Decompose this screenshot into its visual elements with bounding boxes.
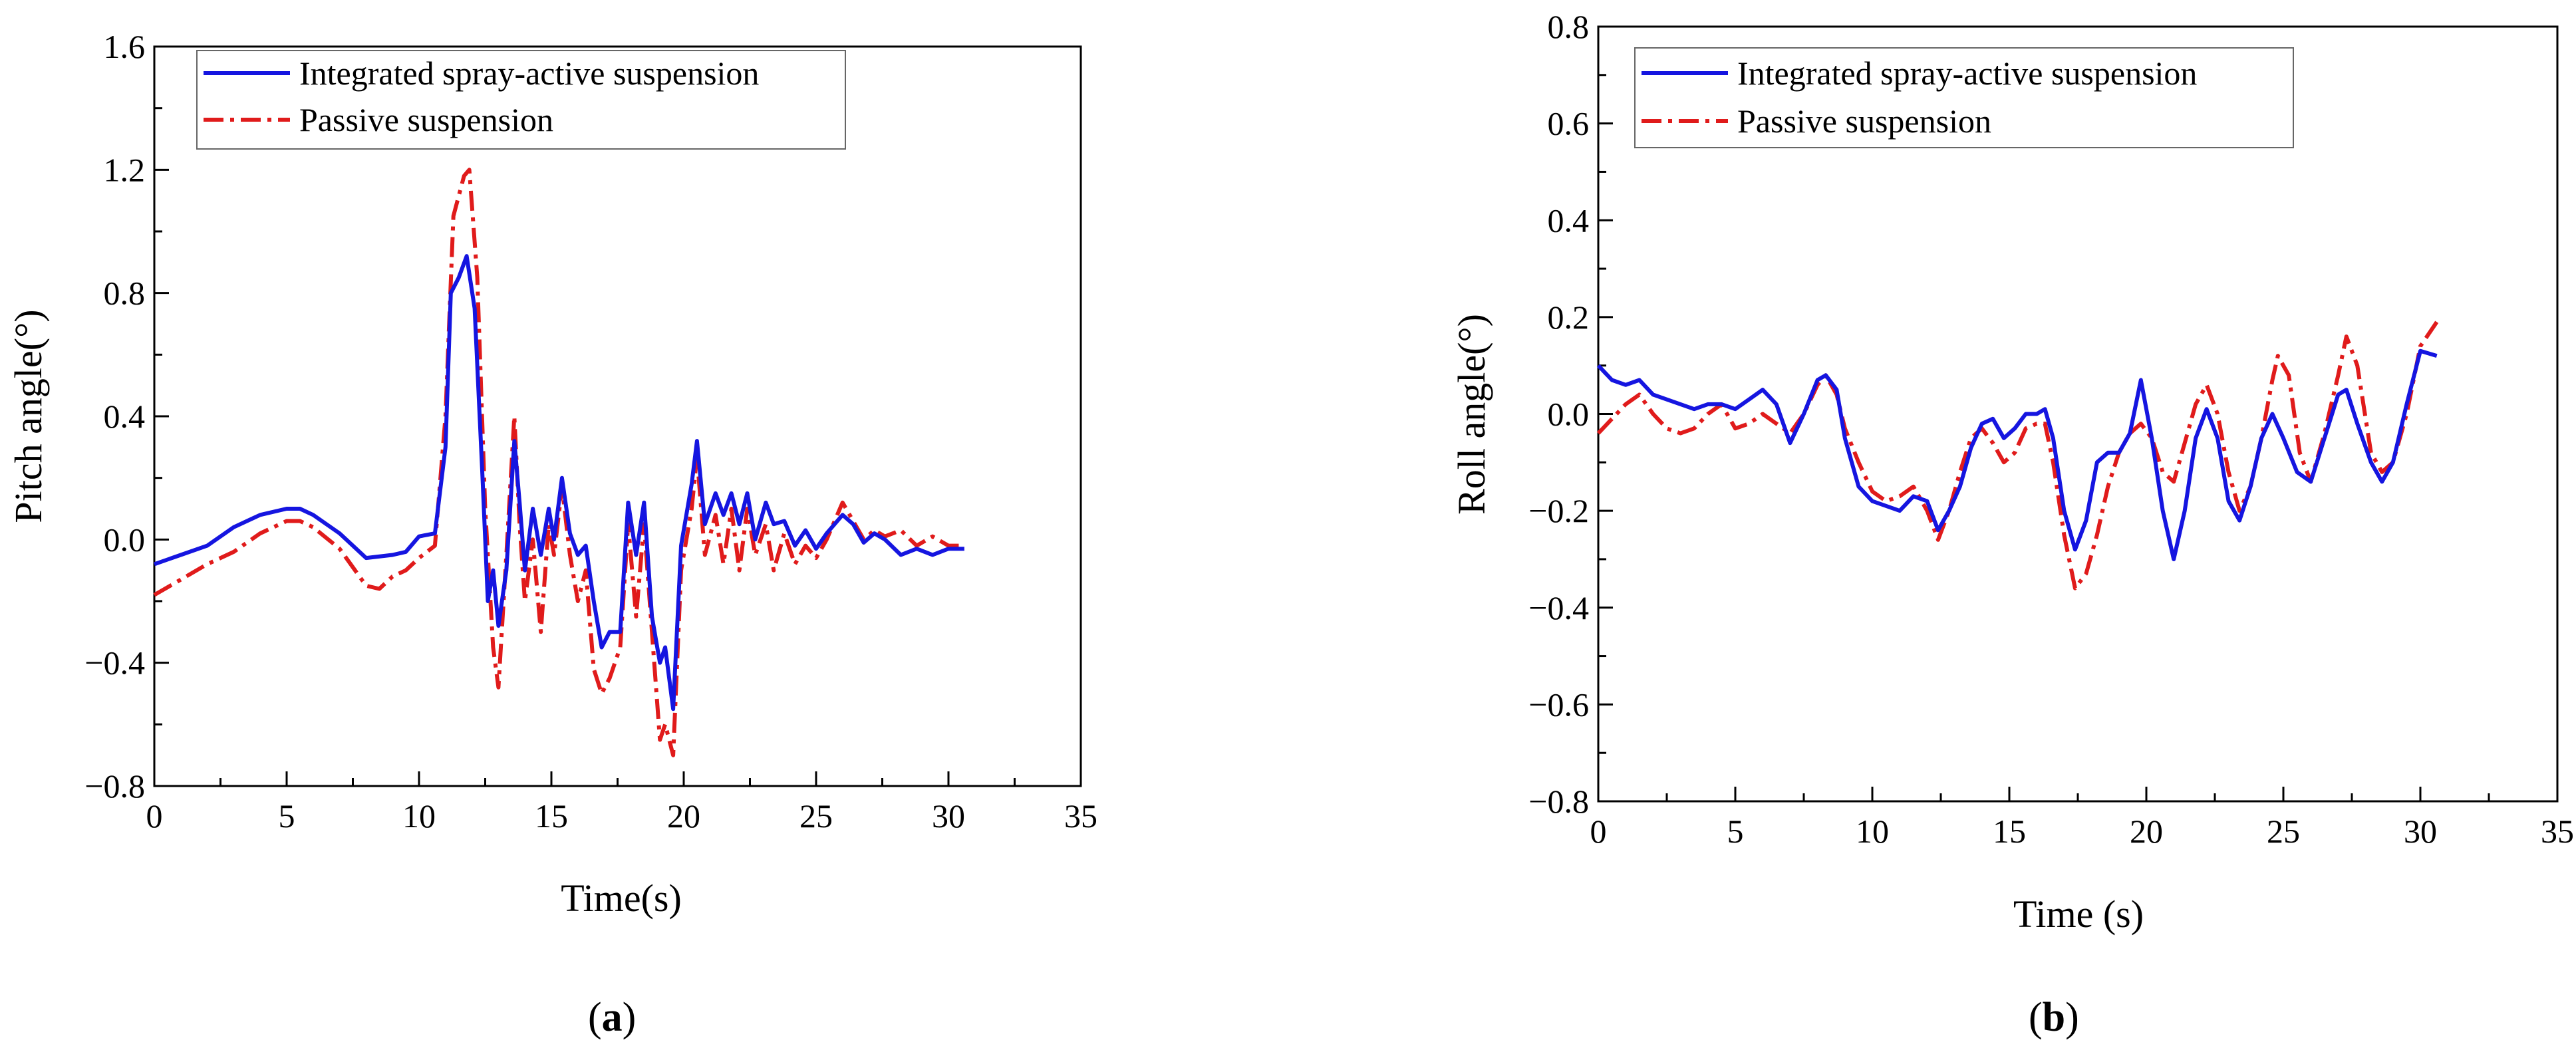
x-tick-label-b: 20 [2130, 813, 2163, 850]
y-axis-a: −0.8 −0.4 0.0 0.4 0.8 1.2 1.6 [84, 28, 169, 805]
x-tick-label-a: 0 [146, 797, 163, 835]
panel-label-a: (a) [588, 995, 636, 1040]
x-axis-title-b: Time (s) [2013, 892, 2144, 936]
x-tick-label-b: 5 [1727, 813, 1744, 850]
x-axis-b: 0 5 10 15 20 25 30 35 [1590, 787, 2574, 850]
x-axis-title-a: Time(s) [561, 876, 682, 920]
x-tick-label-a: 10 [402, 797, 436, 835]
x-tick-label-b: 0 [1590, 813, 1607, 850]
y-tick-label-a: 1.6 [104, 28, 146, 65]
y-tick-label-b: 0.8 [1548, 8, 1590, 45]
legend-label-a-0: Integrated spray-active suspension [299, 55, 759, 92]
y-tick-label-b: −0.8 [1528, 783, 1589, 820]
chart-panel-b: −0.8 −0.6 −0.4 −0.2 0.0 0.2 0.4 0.6 0.8 0 5 10 15 20… [1450, 8, 2574, 1040]
legend-box-b [1634, 47, 2294, 148]
y-tick-label-a: 1.2 [104, 151, 146, 188]
y-tick-label-b: 0.2 [1548, 299, 1590, 336]
x-tick-label-b: 10 [1856, 813, 1889, 850]
legend-a: Integrated spray-active suspension Passi… [196, 50, 846, 150]
series-group-a [153, 168, 964, 757]
y-tick-label-b: −0.6 [1528, 686, 1589, 723]
x-tick-label-a: 35 [1064, 797, 1097, 835]
series-line-b-active [1596, 348, 2438, 561]
x-tick-label-b: 35 [2541, 813, 2574, 850]
legend-label-b-0: Integrated spray-active suspension [1737, 55, 2197, 92]
y-tick-label-a: −0.4 [84, 644, 145, 682]
legend-b: Integrated spray-active suspension Passi… [1634, 47, 2294, 148]
y-tick-label-a: 0.4 [104, 398, 146, 435]
series-line-a-active [154, 254, 964, 712]
panel-label-b: (b) [2029, 995, 2079, 1040]
panel-label-a-letter: a [602, 995, 623, 1040]
y-tick-label-b: 0.0 [1548, 396, 1590, 433]
legend-label-a-1: Passive suspension [299, 101, 553, 138]
y-tick-label-b: −0.4 [1528, 589, 1589, 626]
legend-box-a [196, 50, 846, 150]
y-tick-label-a: −0.8 [84, 767, 145, 805]
plot-frame-a [153, 45, 1082, 787]
x-tick-label-a: 25 [799, 797, 833, 835]
series-line-b-passive [1596, 321, 2439, 591]
x-tick-label-a: 30 [932, 797, 965, 835]
series-group-b [1596, 321, 2439, 591]
y-tick-label-b: 0.6 [1548, 105, 1590, 142]
x-axis-a: 0 5 10 15 20 25 30 35 [146, 771, 1097, 835]
panel-label-b-letter: b [2043, 995, 2065, 1040]
x-tick-label-b: 30 [2404, 813, 2437, 850]
x-tick-label-a: 20 [667, 797, 700, 835]
y-tick-label-a: 0.8 [104, 275, 146, 312]
x-tick-label-a: 15 [535, 797, 568, 835]
y-axis-b: −0.8 −0.6 −0.4 −0.2 0.0 0.2 0.4 0.6 0.8 [1528, 8, 1613, 820]
y-tick-label-b: −0.2 [1528, 492, 1589, 529]
y-tick-label-a: 0.0 [104, 521, 146, 558]
legend-label-b-1: Passive suspension [1737, 102, 1991, 140]
x-tick-label-b: 15 [1993, 813, 2026, 850]
x-tick-label-b: 25 [2267, 813, 2300, 850]
y-axis-title-b: Roll angle(°) [1450, 314, 1493, 515]
y-tick-label-b: 0.4 [1548, 201, 1590, 239]
chart-panel-a: −0.8 −0.4 0.0 0.4 0.8 1.2 1.6 0 5 10 15 20 25 30 35 P… [7, 28, 1097, 1040]
series-line-a-passive [153, 168, 964, 757]
x-tick-label-a: 5 [279, 797, 295, 835]
y-axis-title-a: Pitch angle(°) [7, 309, 50, 523]
